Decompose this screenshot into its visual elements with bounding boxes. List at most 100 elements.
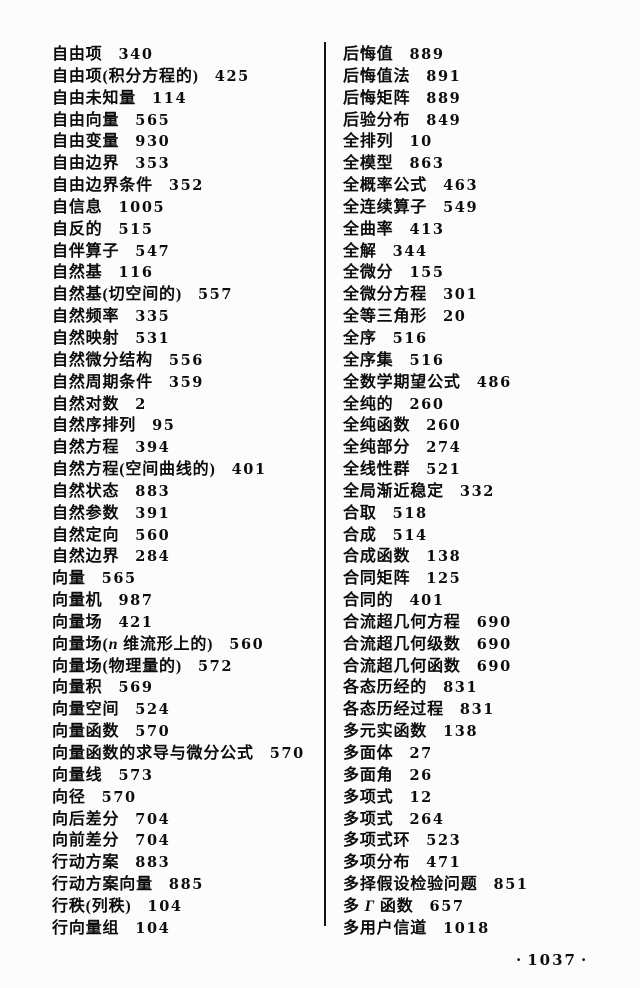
index-entry: 向量函数 570 [52, 721, 320, 743]
entry-term: 自反的 [52, 220, 103, 238]
entry-page-number: 301 [443, 286, 479, 304]
index-entry: 合取 518 [343, 503, 633, 525]
index-entry: 自由边界条件 352 [52, 175, 320, 197]
entry-term: 多面体 [343, 745, 394, 762]
entry-page-number: 690 [476, 635, 512, 653]
index-entry: 自伴算子 547 [52, 241, 320, 263]
index-entry: 合成函数 138 [343, 546, 633, 568]
index-entry: 向量场(物理量的) 572 [52, 656, 320, 678]
entry-term: 向量函数的求导与微分公式 [52, 745, 254, 762]
index-entry: 向量空间 524 [52, 699, 320, 721]
entry-term: 向量场(物理量的) [52, 657, 182, 675]
entry-term: 自然序排列 [52, 417, 137, 435]
index-entry: 多项式 264 [343, 809, 633, 831]
entry-term: 自然定向 [52, 526, 120, 544]
index-entry: 全纯部分 274 [343, 437, 633, 459]
entry-term: 自然映射 [52, 329, 120, 347]
entry-term: 向量函数 [52, 723, 120, 741]
index-entry: 自然映射 531 [52, 328, 320, 350]
entry-page-number: 863 [409, 155, 445, 173]
index-entry: 向前差分 704 [52, 830, 320, 852]
entry-page-number: 155 [409, 264, 445, 282]
entry-page-number: 116 [118, 264, 154, 282]
entry-term: 全线性群 [343, 461, 411, 479]
entry-page-number: 851 [493, 876, 529, 894]
entry-page-number: 573 [118, 766, 154, 784]
index-entry: 多项式 12 [343, 787, 633, 809]
entry-page-number: 889 [409, 46, 445, 63]
entry-page-number: 353 [135, 155, 171, 173]
index-entry: 后验分布 849 [343, 110, 633, 132]
index-entry: 合成 514 [343, 525, 633, 547]
entry-term: 自由边界 [52, 155, 120, 173]
entry-page-number: 524 [135, 701, 171, 719]
entry-term: 合成 [343, 526, 377, 544]
entry-page-number: 104 [147, 897, 183, 915]
index-entry: 向量线 573 [52, 765, 320, 787]
entry-term: 多择假设检验问题 [343, 876, 478, 894]
entry-term: 向后差分 [52, 810, 120, 828]
entry-page-number: 12 [409, 788, 433, 806]
entry-term: 全纯函数 [343, 417, 411, 435]
entry-term: 合流超几何方程 [343, 613, 461, 631]
entry-page-number: 260 [409, 395, 445, 413]
entry-page-number: 125 [426, 570, 462, 588]
entry-page-number: 264 [409, 810, 445, 828]
entry-page-number: 421 [118, 613, 154, 631]
entry-page-number: 570 [269, 745, 305, 762]
entry-term: 自然频率 [52, 308, 120, 326]
entry-term: 自然边界 [52, 548, 120, 566]
entry-page-number: 425 [214, 67, 250, 85]
entry-term: 多项式环 [343, 832, 411, 850]
index-entry: 全纯的 260 [343, 394, 633, 416]
entry-page-number: 104 [135, 919, 171, 937]
index-entry: 自然方程(空间曲线的) 401 [52, 459, 320, 481]
index-entry: 多面角 26 [343, 765, 633, 787]
entry-page-number: 556 [168, 351, 204, 369]
index-entry: 向量机 987 [52, 590, 320, 612]
entry-page-number: 560 [229, 635, 265, 653]
index-entry: 各态历经的 831 [343, 677, 633, 699]
column-divider-line [324, 42, 326, 926]
entry-page-number: 987 [118, 592, 154, 610]
entry-page-number: 704 [135, 810, 171, 828]
entry-term: 全模型 [343, 155, 394, 173]
entry-term: 全纯的 [343, 395, 394, 413]
index-entry: 自由未知量 114 [52, 88, 320, 110]
index-entry: 全数学期望公式 486 [343, 372, 633, 394]
index-entry: 自然方程 394 [52, 437, 320, 459]
entry-term: 自然状态 [52, 482, 120, 500]
folio-page-number: 1037 [527, 951, 577, 969]
entry-page-number: 518 [392, 504, 428, 522]
index-entry: 向后差分 704 [52, 809, 320, 831]
entry-page-number: 547 [135, 242, 171, 260]
index-entry: 自然微分结构 556 [52, 350, 320, 372]
entry-page-number: 26 [409, 766, 433, 784]
index-entry: 合同的 401 [343, 590, 633, 612]
entry-term: 后悔值法 [343, 67, 411, 85]
entry-term: 向量空间 [52, 701, 120, 719]
index-entry: 自然定向 560 [52, 525, 320, 547]
entry-page-number: 335 [135, 308, 171, 326]
index-entry: 多用户信道 1018 [343, 918, 633, 940]
entry-term: 全纯部分 [343, 439, 411, 457]
entry-term: 向量场 [52, 613, 103, 631]
entry-term: 自然周期条件 [52, 373, 153, 391]
entry-page-number: 531 [135, 329, 171, 347]
entry-page-number: 831 [443, 679, 479, 697]
entry-page-number: 344 [392, 242, 428, 260]
index-entry: 自由变量 930 [52, 131, 320, 153]
index-entry: 向径 570 [52, 787, 320, 809]
index-entry: 自然基 116 [52, 262, 320, 284]
index-entry: 合流超几何级数 690 [343, 634, 633, 656]
entry-term: 全等三角形 [343, 308, 428, 326]
entry-page-number: 138 [443, 723, 479, 741]
entry-page-number: 569 [118, 679, 154, 697]
entry-page-number: 394 [135, 439, 171, 457]
entry-page-number: 27 [409, 745, 433, 762]
entry-term: 自然基(切空间的) [52, 286, 182, 304]
entry-term: 向量 [52, 570, 86, 588]
entry-term: 多 Γ 函数 [343, 897, 414, 915]
entry-page-number: 570 [101, 788, 137, 806]
entry-term: 向量积 [52, 679, 103, 697]
